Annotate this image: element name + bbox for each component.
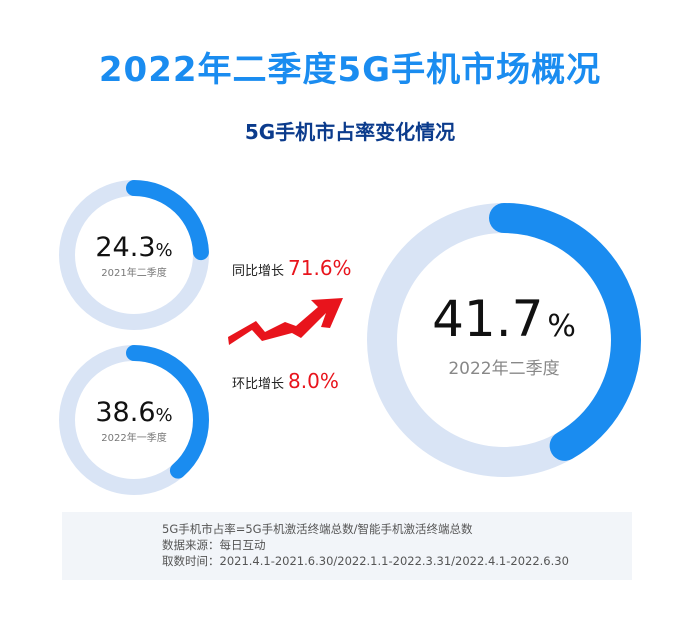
percent-sign: %	[155, 405, 173, 426]
donut-label-2022q1: 38.6% 2022年一季度	[84, 397, 184, 444]
yoy-value: 71.6%	[288, 256, 352, 280]
source-note: 数据来源：每日互动	[162, 538, 266, 552]
period-label-2022q1: 2022年一季度	[101, 433, 167, 444]
growth-arrow-icon	[228, 298, 343, 345]
percent-sign: %	[155, 240, 173, 261]
chart-subtitle: 5G手机市占率变化情况	[244, 120, 456, 144]
donut-label-2021q2: 24.3% 2021年二季度	[84, 232, 184, 279]
footnote-box: 5G手机市占率=5G手机激活终端总数/智能手机激活终端总数 数据来源：每日互动 …	[62, 512, 632, 580]
formula-note: 5G手机市占率=5G手机激活终端总数/智能手机激活终端总数	[162, 522, 473, 536]
qoq-value: 8.0%	[288, 369, 339, 393]
page-title: 2022年二季度5G手机市场概况	[98, 50, 602, 90]
qoq-growth: 环比增长 8.0%	[232, 369, 339, 393]
value-2021q2: 24.3	[95, 232, 156, 263]
yoy-label: 同比增长	[232, 264, 285, 279]
value-2022q1: 38.6	[95, 397, 156, 428]
period-note: 取数时间：2021.4.1-2021.6.30/2022.1.1-2022.3.…	[162, 554, 569, 568]
period-label-2022q2: 2022年二季度	[448, 359, 560, 379]
donut-label-2022q2: 41.7% 2022年二季度	[404, 290, 604, 379]
donut-arc-2022q1	[59, 345, 209, 495]
period-label-2021q2: 2021年二季度	[101, 268, 167, 279]
yoy-growth: 同比增长 71.6%	[232, 256, 352, 280]
qoq-label: 环比增长	[232, 377, 285, 392]
donut-arc-2022q2	[367, 203, 641, 477]
value-2022q2: 41.7	[432, 290, 544, 348]
donut-arc-2021q2	[59, 180, 209, 330]
percent-sign: %	[547, 309, 576, 344]
